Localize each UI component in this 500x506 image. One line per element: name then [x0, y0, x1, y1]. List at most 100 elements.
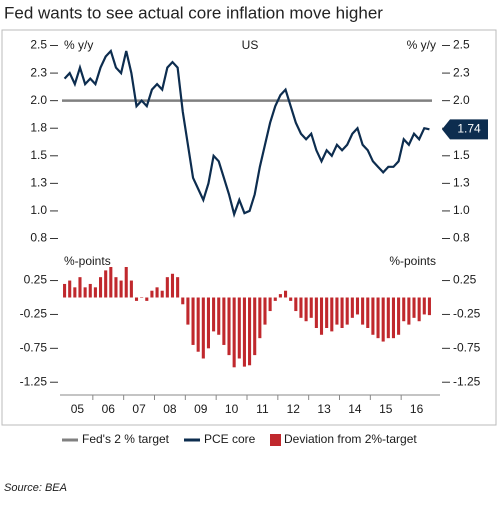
bar: [335, 297, 339, 325]
y-tick-label: 0.25: [24, 273, 48, 287]
bar: [186, 297, 190, 325]
y-tick-label: 1.0: [453, 203, 470, 217]
bar: [206, 297, 210, 349]
y-tick-label: 2.5: [453, 38, 470, 52]
bar: [83, 287, 87, 298]
bar: [294, 297, 298, 312]
bar: [191, 297, 195, 345]
bar: [340, 297, 344, 328]
bar: [355, 297, 360, 315]
bar: [407, 297, 411, 325]
bar: [237, 297, 241, 359]
y-tick-label: 2.0: [453, 93, 470, 107]
bar: [109, 267, 113, 298]
bar: [145, 297, 149, 301]
x-tick-label: 16: [410, 402, 424, 416]
bar: [273, 297, 277, 301]
x-tick-label: 15: [379, 402, 393, 416]
bar: [140, 297, 144, 298]
x-tick-label: 10: [225, 402, 239, 416]
bar: [253, 297, 257, 356]
legend-label: Deviation from 2%-target: [284, 432, 417, 446]
bar: [217, 297, 221, 335]
bar: [325, 297, 329, 328]
y-tick-label: -0.25: [20, 307, 48, 321]
y-tick-label: -0.75: [20, 341, 48, 355]
bar: [412, 297, 416, 318]
bar: [181, 297, 185, 305]
bar: [258, 297, 262, 339]
bar: [366, 297, 370, 328]
panel-title: US: [242, 38, 259, 52]
bar: [170, 273, 175, 298]
bar: [330, 297, 334, 332]
bar: [314, 297, 318, 328]
bar: [165, 277, 169, 298]
x-tick-label: 06: [102, 402, 116, 416]
bar: [391, 297, 395, 339]
bar: [196, 297, 200, 352]
bar: [371, 297, 375, 335]
bar: [242, 297, 246, 367]
bar: [402, 297, 406, 322]
y-tick-label: -0.75: [453, 341, 481, 355]
bar: [289, 297, 293, 301]
bar: [417, 297, 421, 322]
y-tick-label: 0.8: [30, 231, 47, 245]
bar: [345, 297, 349, 325]
y-tick-label: 0.8: [453, 231, 470, 245]
bar: [155, 287, 159, 298]
y-tick-label: 2.5: [30, 38, 47, 52]
bar: [309, 297, 313, 318]
bar: [150, 290, 154, 298]
bar: [232, 297, 236, 368]
chart-title: Fed wants to see actual core inflation m…: [4, 3, 383, 22]
y-tick-label: 2.3: [453, 65, 470, 79]
x-tick-label: 11: [256, 402, 269, 416]
right-axis-label: % y/y: [407, 38, 436, 52]
y-tick-label: 1.3: [30, 176, 47, 190]
y-tick-label: 2.3: [30, 65, 47, 79]
right-axis-label: %-points: [389, 254, 436, 268]
x-tick-label: 07: [132, 402, 146, 416]
bar: [263, 297, 267, 325]
bar: [284, 290, 288, 298]
bar: [304, 297, 308, 322]
bar: [201, 297, 205, 359]
bar: [176, 277, 180, 298]
bar: [248, 297, 252, 366]
x-tick-label: 14: [348, 402, 362, 416]
bar: [73, 287, 77, 298]
x-tick-label: 13: [317, 402, 331, 416]
y-tick-label: -1.25: [453, 374, 481, 388]
bar: [268, 297, 272, 312]
end-label-box: [442, 119, 488, 140]
bar: [124, 267, 128, 298]
bar: [99, 277, 103, 298]
x-tick-label: 05: [71, 402, 85, 416]
line: [63, 48, 430, 218]
bar: [63, 283, 67, 298]
bar: [319, 297, 324, 335]
left-axis-label: % y/y: [64, 38, 93, 52]
bar: [104, 270, 108, 298]
legend-label: PCE core: [204, 432, 256, 446]
x-tick-label: 09: [194, 402, 208, 416]
bar: [386, 297, 390, 339]
legend-swatch: [270, 434, 281, 446]
bar: [134, 297, 139, 301]
x-tick-label: 08: [163, 402, 177, 416]
bar: [222, 297, 226, 345]
bar: [278, 294, 282, 298]
bar: [397, 297, 401, 335]
bar: [361, 297, 365, 325]
bar: [376, 297, 380, 339]
bar: [212, 297, 216, 332]
y-tick-label: -1.25: [20, 374, 48, 388]
legend-label: Fed's 2 % target: [82, 432, 170, 446]
left-axis-label: %-points: [64, 254, 111, 268]
frame: [1, 29, 497, 426]
bar: [119, 280, 123, 298]
bar: [227, 297, 231, 356]
